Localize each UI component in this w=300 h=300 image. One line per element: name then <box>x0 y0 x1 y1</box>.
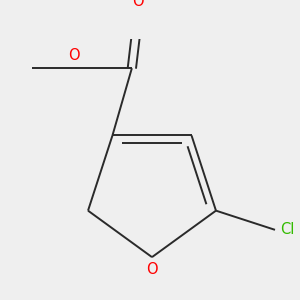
Text: Cl: Cl <box>280 222 295 237</box>
Text: O: O <box>146 262 158 277</box>
Text: O: O <box>68 48 80 63</box>
Text: O: O <box>133 0 144 9</box>
